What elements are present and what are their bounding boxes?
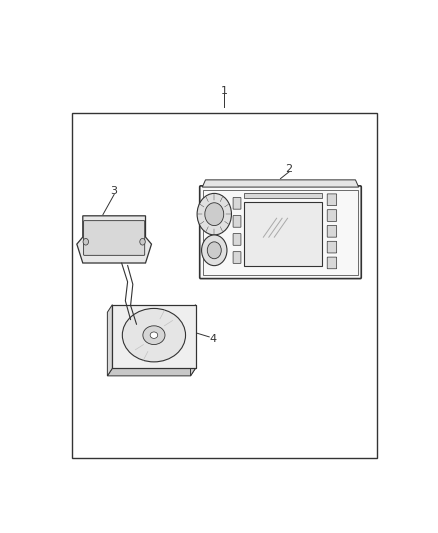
Bar	[244, 203, 322, 265]
FancyBboxPatch shape	[200, 186, 361, 279]
FancyBboxPatch shape	[327, 257, 337, 269]
Polygon shape	[191, 305, 195, 376]
Ellipse shape	[122, 309, 186, 362]
Bar	[203, 190, 358, 275]
Circle shape	[83, 238, 88, 245]
FancyBboxPatch shape	[233, 215, 241, 227]
FancyBboxPatch shape	[327, 225, 337, 237]
FancyBboxPatch shape	[84, 221, 145, 255]
Polygon shape	[113, 305, 195, 368]
Ellipse shape	[150, 332, 158, 338]
FancyBboxPatch shape	[233, 252, 241, 263]
Text: 2: 2	[286, 164, 293, 174]
Polygon shape	[77, 216, 152, 263]
FancyBboxPatch shape	[233, 198, 241, 209]
Text: 1: 1	[221, 86, 228, 95]
Bar	[244, 192, 322, 198]
Polygon shape	[107, 305, 113, 376]
Ellipse shape	[143, 326, 165, 344]
FancyBboxPatch shape	[327, 209, 337, 221]
FancyBboxPatch shape	[327, 241, 337, 253]
Text: 3: 3	[111, 186, 118, 196]
Polygon shape	[107, 368, 195, 376]
FancyBboxPatch shape	[233, 233, 241, 245]
Polygon shape	[202, 180, 359, 187]
Circle shape	[207, 242, 221, 259]
Bar	[72, 113, 377, 458]
Text: 4: 4	[209, 334, 216, 344]
Circle shape	[197, 193, 231, 235]
Circle shape	[140, 238, 145, 245]
Bar	[113, 305, 195, 368]
Circle shape	[201, 235, 227, 265]
FancyBboxPatch shape	[327, 194, 337, 206]
Circle shape	[205, 203, 224, 225]
